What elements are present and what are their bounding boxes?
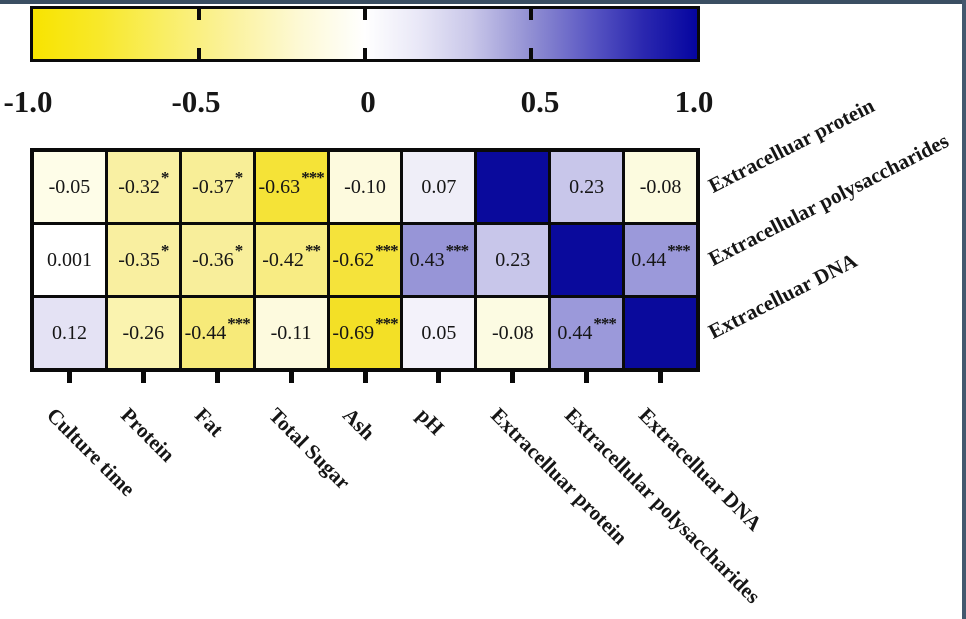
cell-value: -0.36 (192, 249, 234, 271)
colorbar-tick-mark (529, 48, 533, 59)
cell-value: -0.10 (344, 176, 386, 198)
heatmap-cell: -0.26 (107, 298, 179, 368)
heatmap-cell (625, 298, 696, 368)
cell-value: 0.23 (495, 249, 531, 271)
cell-value: -0.62 (332, 249, 375, 271)
heatmap-cell: 0.23 (551, 152, 623, 222)
heatmap-cell: 0.43 *** (403, 225, 475, 295)
cell-value: 0.43 (409, 249, 445, 271)
cell-value: -0.42 (262, 249, 304, 271)
heatmap-cell: -0.35 * (107, 225, 179, 295)
colorbar (30, 6, 700, 62)
cell-value: -0.08 (491, 322, 534, 344)
x-axis-tick-mark (214, 371, 220, 383)
colorbar-tick-mark (363, 48, 367, 59)
heatmap-cell: -0.05 (34, 152, 105, 222)
colorbar-tick-label: -0.5 (171, 84, 221, 119)
colorbar-tick-mark (197, 9, 201, 20)
heatmap-cell: -0.36 * (181, 225, 253, 295)
heatmap-cell: -0.11 (255, 298, 327, 368)
cell-value: 0.001 (46, 249, 92, 271)
x-axis-label: Fat (190, 403, 229, 442)
colorbar-tick-label: -1.0 (3, 84, 53, 119)
heatmap-cell: 0.44 *** (551, 298, 623, 368)
colorbar-tick-mark (197, 48, 201, 59)
x-axis-tick-mark (584, 371, 590, 383)
colorbar-tick-label: 0 (360, 84, 376, 119)
x-axis-label: Ash (338, 403, 380, 445)
colorbar-tick-mark (363, 9, 367, 20)
cell-value: 0.12 (51, 322, 87, 344)
cell-value: -0.08 (639, 176, 682, 198)
x-axis-tick-mark (66, 371, 72, 383)
x-axis-label: Extracelluar DNA (633, 403, 767, 536)
heatmap-cell: 0.12 (34, 298, 105, 368)
x-axis-tick-mark (436, 371, 442, 383)
heatmap-cell: 0.07 (403, 152, 475, 222)
colorbar-tick-mark (529, 9, 533, 20)
cell-value: -0.05 (48, 176, 91, 198)
cell-value: -0.69 (332, 322, 375, 344)
heatmap-cell: -0.37 * (181, 152, 253, 222)
window-right-border (962, 0, 966, 619)
cell-value: 0.07 (421, 176, 457, 198)
cell-value: -0.35 (118, 249, 160, 271)
heatmap-grid: -0.05 -0.32 * -0.37 * -0.63 *** -0.10 0.07 0.23 -0… (30, 148, 700, 372)
heatmap-cell: 0.05 (403, 298, 475, 368)
heatmap-cell: -0.69 *** (329, 298, 401, 368)
heatmap-cell: -0.08 (477, 298, 549, 368)
cell-value: -0.44 (184, 322, 227, 344)
heatmap-cell (551, 225, 623, 295)
x-axis-label: pH (411, 403, 449, 440)
cell-value: -0.32 (118, 176, 160, 198)
colorbar-tick-label: 1.0 (674, 84, 714, 119)
cell-value: 0.05 (421, 322, 457, 344)
heatmap-cell: 0.001 (34, 225, 105, 295)
cell-value: 0.23 (569, 176, 605, 198)
x-axis-tick-mark (362, 371, 368, 383)
x-axis-tick-mark (140, 371, 146, 383)
heatmap-cell: -0.63 *** (255, 152, 327, 222)
heatmap-cell (477, 152, 549, 222)
heatmap-cell: -0.10 (329, 152, 401, 222)
cell-value: 0.44 (557, 322, 593, 344)
heatmap-cell: 0.23 (477, 225, 549, 295)
heatmap-cell: -0.32 * (107, 152, 179, 222)
y-axis-label: Extracellular polysaccharides (704, 128, 953, 271)
cell-value: -0.11 (270, 322, 312, 344)
window-top-border (0, 0, 966, 4)
cell-value: -0.37 (192, 176, 234, 198)
x-axis-label: Protein (116, 403, 181, 467)
x-axis-tick-mark (658, 371, 664, 383)
cell-value: 0.44 (631, 249, 667, 271)
heatmap-cell: -0.62 *** (329, 225, 401, 295)
x-axis-tick-mark (288, 371, 294, 383)
heatmap-cell: -0.44 *** (181, 298, 253, 368)
heatmap-cell: 0.44 *** (625, 225, 696, 295)
cell-value: -0.26 (122, 322, 165, 344)
x-axis-tick-mark (510, 371, 516, 383)
heatmap-cell: -0.42 ** (255, 225, 327, 295)
cell-value: -0.63 (258, 176, 301, 198)
colorbar-tick-label: 0.5 (520, 84, 560, 119)
x-axis-label: Extracelluar protein (485, 403, 633, 550)
heatmap-cell: -0.08 (625, 152, 696, 222)
